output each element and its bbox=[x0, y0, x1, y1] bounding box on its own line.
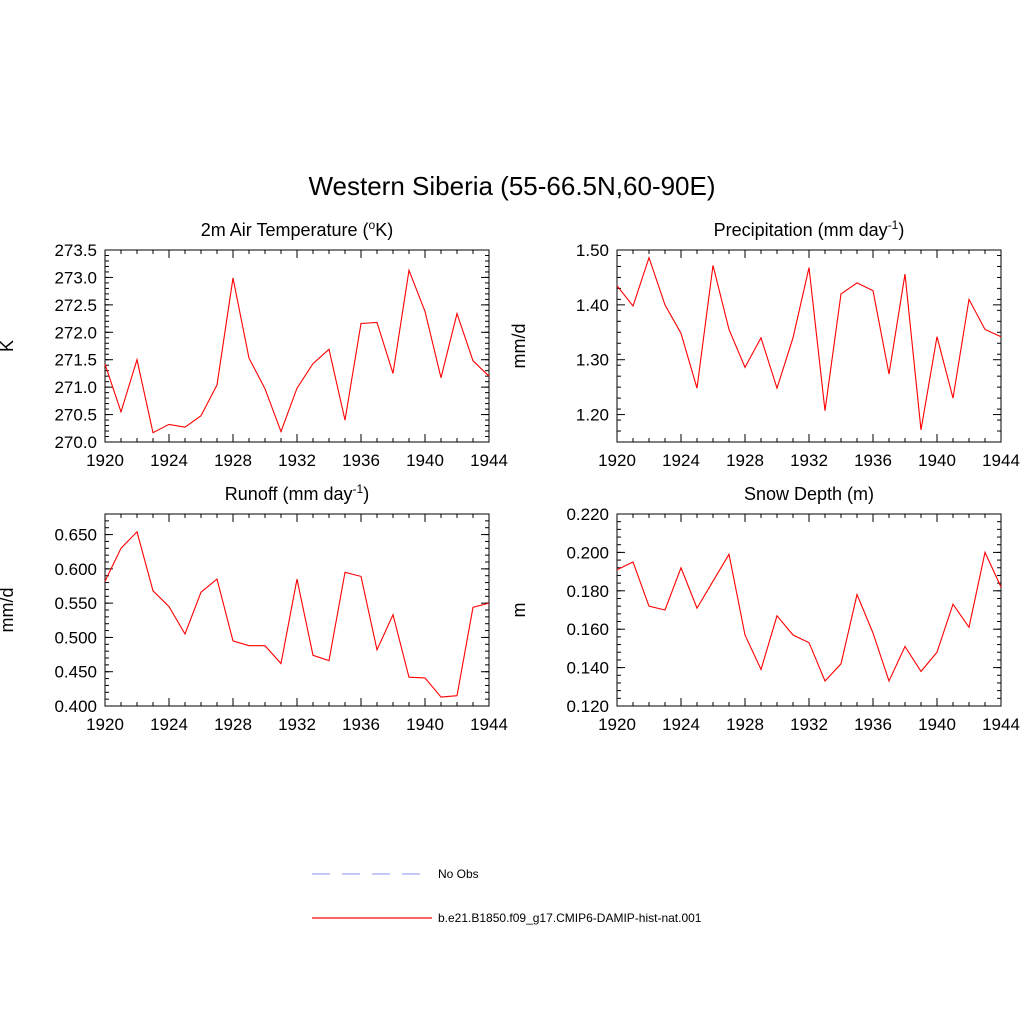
y-tick-label: 0.200 bbox=[566, 543, 609, 562]
x-tick-label: 1920 bbox=[86, 451, 124, 470]
panel-title-superscript: o bbox=[369, 218, 376, 232]
y-tick-label: 0.120 bbox=[566, 697, 609, 716]
x-tick-label: 1920 bbox=[598, 451, 636, 470]
y-axis-label: mm/d bbox=[0, 588, 17, 633]
x-tick-label: 1940 bbox=[918, 451, 956, 470]
panel-title-superscript: -1 bbox=[353, 482, 364, 496]
panel-title-tail: ) bbox=[898, 220, 904, 240]
y-tick-label: 273.5 bbox=[54, 241, 97, 260]
y-tick-label: 0.140 bbox=[566, 659, 609, 678]
y-axis-label: m bbox=[509, 603, 529, 618]
panel-title-air-temperature: 2m Air Temperature (oK) bbox=[201, 218, 393, 240]
y-tick-label: 0.180 bbox=[566, 582, 609, 601]
y-tick-label: 0.400 bbox=[54, 697, 97, 716]
plot-frame bbox=[616, 513, 1002, 707]
y-tick-label: 0.650 bbox=[54, 526, 97, 545]
y-tick-label: 0.500 bbox=[54, 628, 97, 647]
x-tick-label: 1924 bbox=[662, 451, 700, 470]
x-tick-label: 1944 bbox=[470, 715, 508, 734]
y-tick-label: 270.0 bbox=[54, 433, 97, 452]
y-tick-label: 270.5 bbox=[54, 406, 97, 425]
panel-snow-depth: Snow Depth (m) 1920 1924 1928 1932 1936 1940 19… bbox=[509, 484, 1020, 734]
x-tick-label: 1924 bbox=[150, 715, 188, 734]
panel-title-runoff: Runoff (mm day-1) bbox=[225, 482, 369, 504]
x-tick-label: 1940 bbox=[406, 451, 444, 470]
x-tick-label: 1920 bbox=[598, 715, 636, 734]
x-tick-label: 1928 bbox=[726, 451, 764, 470]
y-axis-label: mm/d bbox=[509, 324, 529, 369]
x-tick-label: 1920 bbox=[86, 715, 124, 734]
chart-panels: 2m Air Temperature (oK)1920 1924 1928 1932 1… bbox=[0, 218, 1020, 734]
y-tick-label: 271.5 bbox=[54, 351, 97, 370]
panel-title-text: Snow Depth (m) bbox=[744, 484, 874, 504]
figure-title: Western Siberia (55-66.5N,60-90E) bbox=[308, 171, 715, 201]
panel-precipitation: Precipitation (mm day-1) 1920 1924 1928 1932… bbox=[509, 218, 1020, 470]
x-tick-label: 1936 bbox=[854, 451, 892, 470]
panel-title-tail: ) bbox=[363, 484, 369, 504]
plot-frame bbox=[616, 249, 1002, 443]
series-line bbox=[616, 255, 1002, 430]
panel-runoff: Runoff (mm day-1) 1920 1924 1928 1932 1936 194… bbox=[0, 482, 508, 734]
x-tick-label: 1944 bbox=[470, 451, 508, 470]
x-tick-label: 1932 bbox=[790, 715, 828, 734]
series-line bbox=[104, 268, 490, 434]
x-tick-label: 1936 bbox=[342, 715, 380, 734]
legend: No Obs b.e21.B1850.f09_g17.CMIP6-DAMIP-h… bbox=[312, 867, 702, 925]
y-axis-label: K bbox=[0, 340, 17, 352]
panel-title-text: Precipitation (mm day bbox=[714, 220, 888, 240]
panel-title-precipitation: Precipitation (mm day-1) bbox=[714, 218, 905, 240]
y-tick-label: 271.0 bbox=[54, 378, 97, 397]
y-tick-label: 0.220 bbox=[566, 505, 609, 524]
y-tick-label: 272.5 bbox=[54, 296, 97, 315]
y-tick-label: 1.40 bbox=[576, 296, 609, 315]
y-tick-label: 273.0 bbox=[54, 268, 97, 287]
series-line bbox=[104, 530, 490, 698]
y-tick-label: 0.160 bbox=[566, 620, 609, 639]
legend-label-no-obs: No Obs bbox=[438, 867, 479, 881]
x-tick-label: 1928 bbox=[214, 451, 252, 470]
x-tick-label: 1924 bbox=[150, 451, 188, 470]
panel-title-snow-depth: Snow Depth (m) bbox=[744, 484, 874, 504]
panel-title-tail: K) bbox=[375, 220, 393, 240]
y-tick-label: 0.550 bbox=[54, 594, 97, 613]
panel-title-text: Runoff (mm day bbox=[225, 484, 353, 504]
plot-frame bbox=[104, 513, 490, 707]
series-line bbox=[616, 550, 1002, 683]
x-tick-label: 1932 bbox=[790, 451, 828, 470]
x-tick-label: 1936 bbox=[342, 451, 380, 470]
y-tick-label: 1.50 bbox=[576, 241, 609, 260]
legend-label-model: b.e21.B1850.f09_g17.CMIP6-DAMIP-hist-nat… bbox=[438, 911, 702, 925]
panel-air-temperature: 2m Air Temperature (oK) 1920 1924 1928 1932 1… bbox=[0, 218, 508, 470]
y-tick-label: 0.600 bbox=[54, 560, 97, 579]
plot-frame bbox=[104, 249, 490, 443]
y-tick-label: 0.450 bbox=[54, 663, 97, 682]
panel-title-superscript: -1 bbox=[888, 218, 899, 232]
x-tick-label: 1936 bbox=[854, 715, 892, 734]
x-tick-label: 1940 bbox=[918, 715, 956, 734]
x-tick-label: 1924 bbox=[662, 715, 700, 734]
panel-title-text: 2m Air Temperature ( bbox=[201, 220, 369, 240]
x-tick-label: 1940 bbox=[406, 715, 444, 734]
y-tick-label: 272.0 bbox=[54, 323, 97, 342]
y-tick-label: 1.20 bbox=[576, 406, 609, 425]
x-tick-label: 1928 bbox=[214, 715, 252, 734]
x-tick-label: 1932 bbox=[278, 715, 316, 734]
x-tick-label: 1944 bbox=[982, 715, 1020, 734]
x-tick-label: 1932 bbox=[278, 451, 316, 470]
x-tick-label: 1944 bbox=[982, 451, 1020, 470]
x-tick-label: 1928 bbox=[726, 715, 764, 734]
y-tick-label: 1.30 bbox=[576, 351, 609, 370]
